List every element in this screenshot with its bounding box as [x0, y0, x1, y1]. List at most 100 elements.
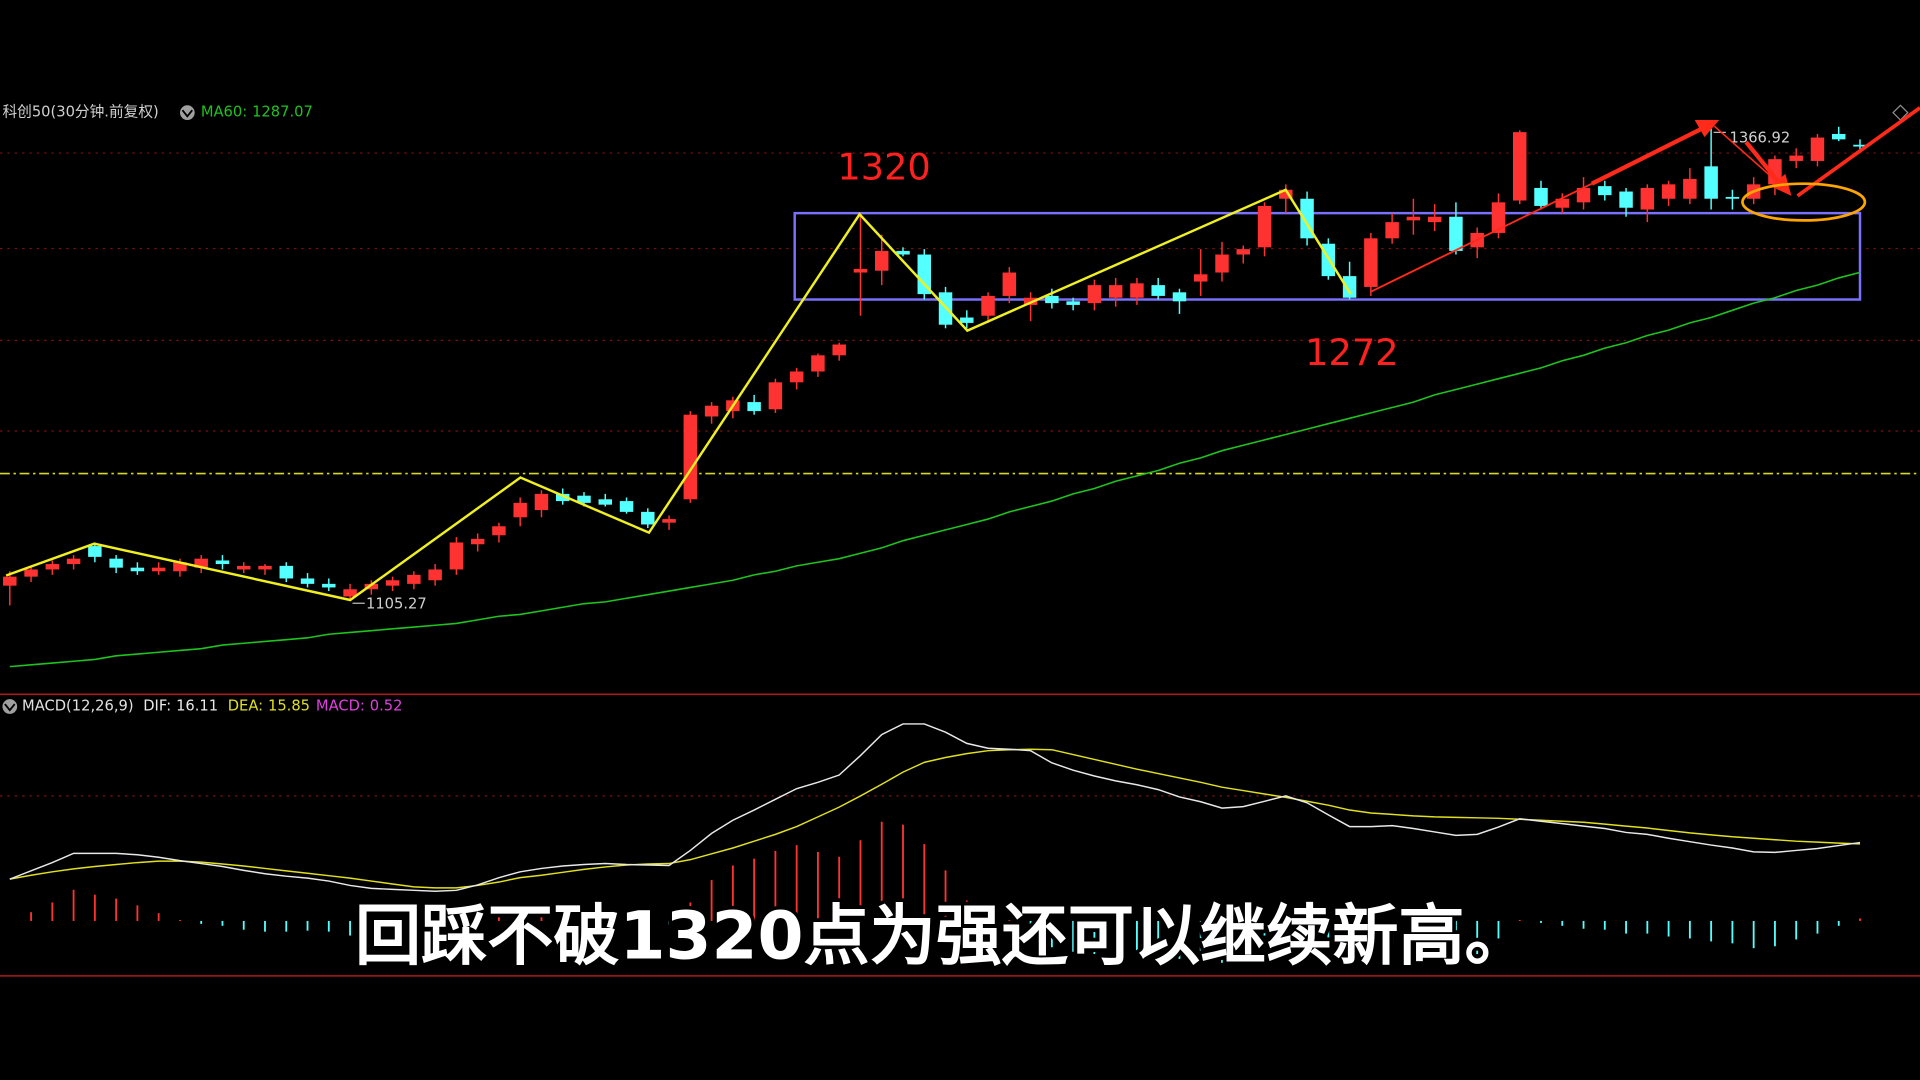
candle-body — [1130, 283, 1144, 298]
settings-icon[interactable] — [180, 105, 195, 120]
candle-body — [24, 569, 38, 577]
candle-body — [449, 542, 464, 570]
candle-body — [385, 580, 400, 586]
legend-name: DEA: — [228, 698, 263, 715]
candle-body — [1619, 191, 1633, 208]
icon-glyph — [181, 109, 193, 118]
highlight-ellipse — [1741, 182, 1867, 222]
candle-body — [1279, 189, 1293, 199]
candle-body — [874, 250, 889, 271]
candle-body — [300, 578, 315, 584]
candle-body — [832, 344, 846, 356]
candle-body — [1342, 276, 1357, 298]
candle-body — [236, 565, 251, 570]
legend-value: 15.85 — [268, 698, 310, 715]
candle-body — [1066, 301, 1080, 305]
macd-pane — [9, 723, 1861, 963]
candle-body — [768, 382, 783, 410]
candle-body — [1789, 155, 1803, 161]
ma-legend: MA60: 1287.07 — [201, 104, 313, 121]
candle-body — [704, 405, 719, 417]
candle-body — [1406, 216, 1421, 221]
candle-body — [960, 317, 974, 323]
candle-body — [577, 495, 591, 503]
candle-body — [619, 501, 634, 512]
candle-body — [789, 371, 804, 383]
candle-body — [662, 519, 676, 523]
candle-body — [1172, 292, 1187, 302]
legend-value: 1287.07 — [252, 104, 313, 121]
candle-body — [407, 574, 421, 584]
legend-name: MACD: — [316, 698, 365, 715]
candle-body — [1555, 198, 1570, 208]
zigzag-annotation — [5, 188, 1352, 602]
high-label: 1366.92 — [1730, 129, 1791, 146]
candle-body — [194, 558, 208, 568]
price-pane: 1320 1272 1105.27 1366.92 — [0, 126, 1920, 668]
candle-body — [683, 414, 698, 500]
candle-body — [45, 564, 60, 570]
candle-body — [130, 567, 145, 572]
level-label: 1272 — [1305, 331, 1398, 374]
arrow — [1796, 106, 1920, 198]
candle-body — [981, 295, 995, 316]
candle-body — [1491, 202, 1506, 233]
candle-body — [1853, 144, 1867, 147]
candle-body — [1449, 216, 1463, 251]
arrow — [1744, 140, 1780, 183]
candle-body — [343, 589, 357, 597]
arrow — [1590, 125, 1706, 186]
candle-body — [428, 569, 442, 581]
candle-body — [1087, 285, 1102, 304]
low-label: 1105.27 — [366, 595, 427, 612]
video-caption: 回踩不破1320点为强还可以继续新高。 — [355, 897, 1531, 974]
candle-body — [1193, 274, 1208, 282]
legend-value: 16.11 — [176, 698, 218, 715]
candle-body — [66, 558, 81, 565]
candle-body — [1640, 187, 1655, 210]
icon-glyph — [4, 703, 16, 712]
candle-body — [747, 402, 761, 412]
range-box — [793, 211, 1862, 301]
candle-body — [1364, 238, 1378, 287]
candle-body — [513, 502, 527, 518]
candle-body — [1512, 132, 1527, 201]
candle-body — [1045, 295, 1059, 304]
arrow-head — [1694, 120, 1720, 138]
dif-line — [9, 723, 1861, 893]
candle-body — [3, 576, 17, 586]
candle-body — [109, 558, 123, 568]
candle-body — [1598, 186, 1612, 196]
candle-body — [1831, 133, 1846, 140]
ma-line — [9, 271, 1861, 668]
candle-body — [258, 565, 272, 570]
candle-body — [1704, 166, 1718, 199]
settings-icon[interactable] — [2, 699, 18, 714]
candle-body — [173, 562, 187, 572]
candle-body — [1725, 196, 1740, 199]
candle-body — [88, 546, 102, 557]
dea-legend: DEA: 15.85 — [228, 698, 310, 715]
candle-body — [598, 499, 612, 505]
chart-title: 科创50(30分钟.前复权) — [2, 103, 158, 121]
legend-value: 0.52 — [370, 698, 403, 715]
candle-body — [1768, 159, 1782, 185]
candle-body — [364, 583, 379, 590]
dea-line — [9, 748, 1861, 889]
candle-body — [492, 526, 506, 536]
candle-body — [1108, 285, 1123, 298]
macd-title: MACD(12,26,9) — [22, 698, 134, 715]
candle-body — [853, 268, 868, 273]
candle-body — [1427, 216, 1442, 223]
candle-body — [1534, 187, 1548, 206]
macd-legend: MACD: 0.52 — [316, 698, 403, 715]
trend-line — [1371, 182, 1593, 293]
candle-body — [1683, 178, 1697, 199]
candle-body — [917, 254, 931, 295]
candle-body — [896, 250, 910, 255]
candle-body — [1576, 187, 1591, 203]
candle-body — [1385, 222, 1399, 239]
candle-body — [1215, 254, 1229, 273]
